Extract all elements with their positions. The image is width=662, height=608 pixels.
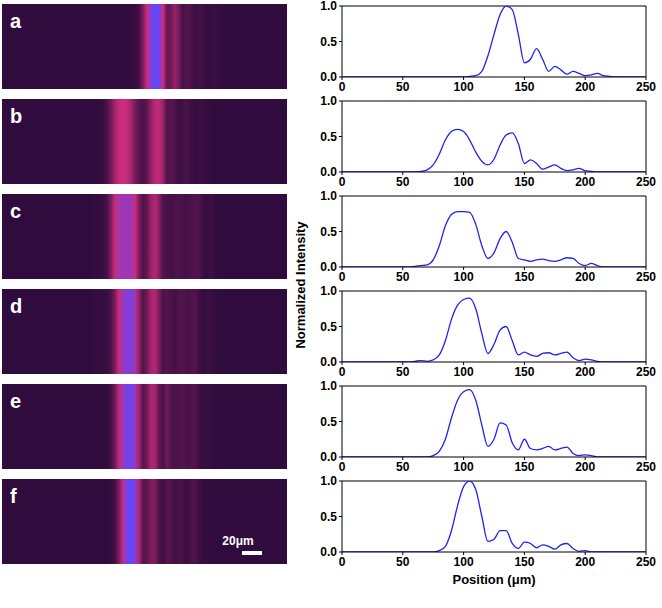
svg-text:a: a (10, 10, 22, 32)
svg-text:1.0: 1.0 (320, 285, 337, 298)
svg-text:200: 200 (575, 175, 595, 189)
svg-text:1.0: 1.0 (320, 190, 337, 203)
svg-text:0.0: 0.0 (320, 355, 337, 369)
svg-text:50: 50 (396, 175, 410, 189)
svg-text:250: 250 (636, 80, 656, 94)
svg-text:20μm: 20μm (222, 534, 253, 548)
svg-text:100: 100 (454, 555, 474, 569)
svg-text:250: 250 (636, 175, 656, 189)
svg-text:50: 50 (396, 80, 410, 94)
svg-text:0: 0 (339, 175, 346, 189)
svg-text:b: b (10, 105, 22, 127)
svg-text:200: 200 (575, 80, 595, 94)
html-text:Position (μm): Position (μm) (452, 572, 536, 587)
svg-text:100: 100 (454, 460, 474, 474)
svg-text:250: 250 (636, 460, 656, 474)
svg-text:0.5: 0.5 (320, 415, 337, 429)
svg-text:1.0: 1.0 (320, 380, 337, 393)
svg-text:200: 200 (575, 460, 595, 474)
svg-text:200: 200 (575, 365, 595, 379)
svg-text:50: 50 (396, 270, 410, 284)
svg-text:50: 50 (396, 555, 410, 569)
svg-text:0: 0 (339, 555, 346, 569)
svg-text:200: 200 (575, 270, 595, 284)
svg-text:e: e (10, 390, 21, 412)
svg-text:150: 150 (514, 555, 534, 569)
svg-text:0.5: 0.5 (320, 225, 337, 239)
svg-text:150: 150 (514, 80, 534, 94)
svg-text:1.0: 1.0 (320, 95, 337, 108)
svg-text:f: f (10, 485, 17, 507)
svg-text:150: 150 (514, 460, 534, 474)
svg-text:50: 50 (396, 460, 410, 474)
svg-text:0.0: 0.0 (320, 545, 337, 559)
svg-text:d: d (10, 295, 22, 317)
svg-text:250: 250 (636, 270, 656, 284)
svg-text:0.5: 0.5 (320, 320, 337, 334)
svg-text:50: 50 (396, 365, 410, 379)
svg-text:0.5: 0.5 (320, 510, 337, 524)
svg-text:0: 0 (339, 80, 346, 94)
svg-text:0.0: 0.0 (320, 260, 337, 274)
svg-text:0.0: 0.0 (320, 165, 337, 179)
svg-text:100: 100 (454, 365, 474, 379)
svg-text:100: 100 (454, 80, 474, 94)
svg-text:150: 150 (514, 365, 534, 379)
svg-text:200: 200 (575, 555, 595, 569)
svg-text:1.0: 1.0 (320, 0, 337, 13)
svg-text:0.5: 0.5 (320, 35, 337, 49)
svg-text:150: 150 (514, 270, 534, 284)
svg-text:0: 0 (339, 270, 346, 284)
svg-text:Normalized Intensity: Normalized Intensity (293, 221, 308, 349)
svg-text:150: 150 (514, 175, 534, 189)
svg-text:0: 0 (339, 365, 346, 379)
svg-text:0.0: 0.0 (320, 450, 337, 464)
svg-text:100: 100 (454, 270, 474, 284)
svg-text:250: 250 (636, 365, 656, 379)
svg-text:0.5: 0.5 (320, 130, 337, 144)
svg-text:1.0: 1.0 (320, 475, 337, 488)
svg-text:c: c (10, 200, 21, 222)
svg-text:250: 250 (636, 555, 656, 569)
svg-text:100: 100 (454, 175, 474, 189)
svg-text:0: 0 (339, 460, 346, 474)
svg-text:0.0: 0.0 (320, 70, 337, 84)
